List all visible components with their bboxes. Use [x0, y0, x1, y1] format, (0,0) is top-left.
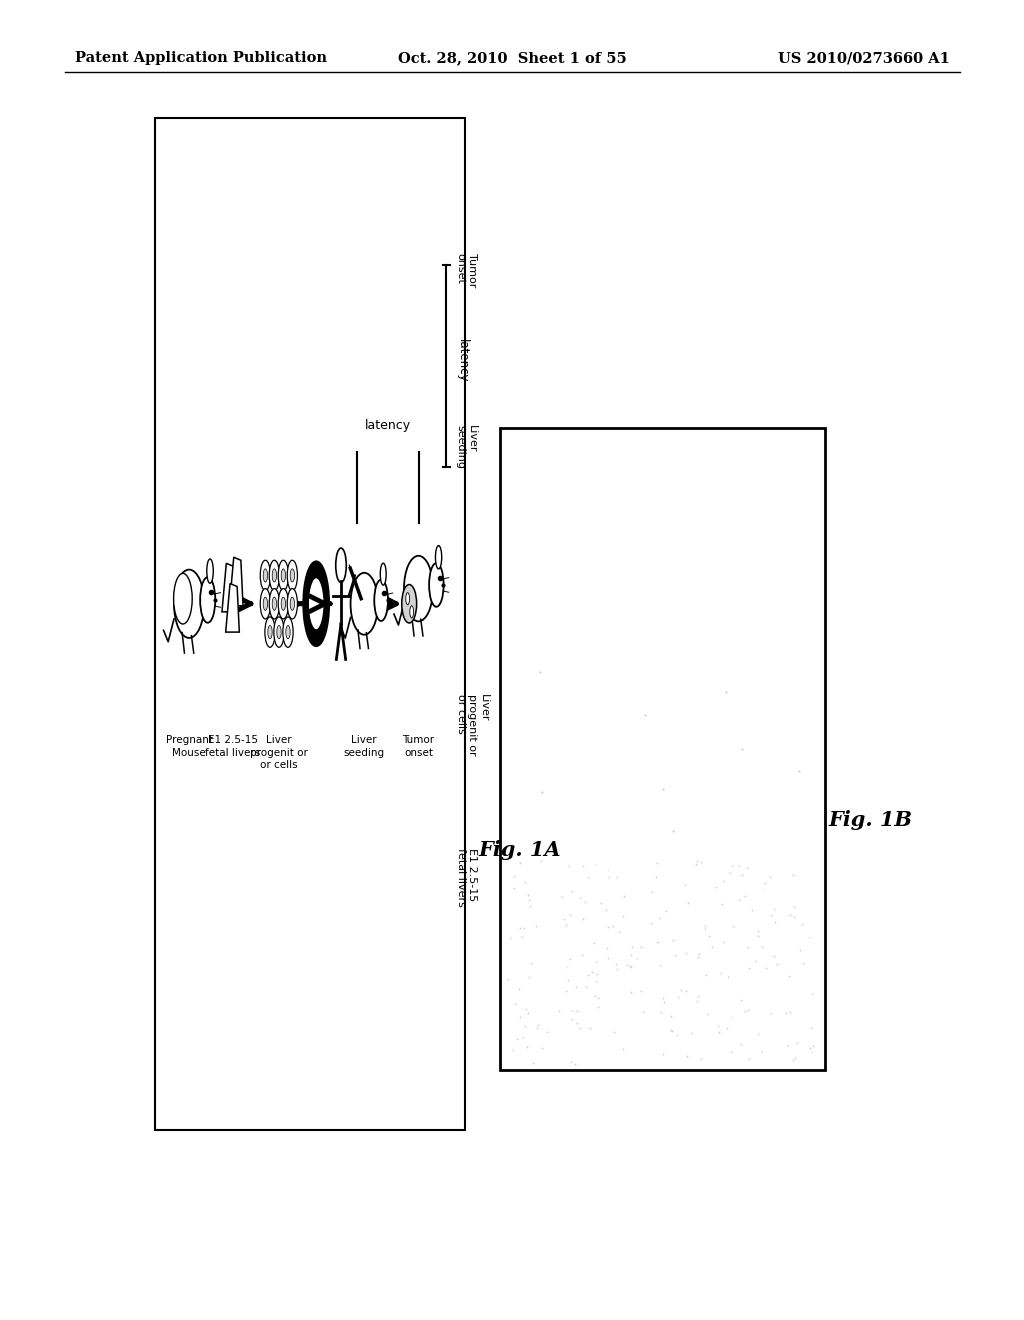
Text: Liver
seeding: Liver seeding [344, 735, 385, 758]
Ellipse shape [283, 616, 293, 647]
Polygon shape [229, 557, 243, 606]
Ellipse shape [276, 626, 282, 639]
Ellipse shape [268, 626, 272, 639]
Text: αGFP: αGFP [513, 818, 566, 837]
Ellipse shape [200, 577, 215, 623]
Ellipse shape [410, 606, 414, 618]
Ellipse shape [260, 589, 270, 619]
Ellipse shape [272, 569, 276, 582]
Ellipse shape [279, 589, 289, 619]
Ellipse shape [273, 616, 284, 647]
Bar [500, 428, 825, 1071]
Text: latency: latency [456, 339, 469, 383]
Ellipse shape [290, 569, 295, 582]
Ellipse shape [406, 593, 410, 605]
Ellipse shape [174, 570, 204, 638]
Ellipse shape [269, 589, 280, 619]
Text: E1 2.5-15
fetal livers: E1 2.5-15 fetal livers [456, 847, 477, 907]
Text: Patent Application Publication: Patent Application Publication [75, 51, 327, 65]
Ellipse shape [640, 972, 685, 985]
Ellipse shape [380, 564, 386, 585]
Polygon shape [225, 583, 240, 632]
Text: US 2010/0273660 A1: US 2010/0273660 A1 [778, 51, 950, 65]
Ellipse shape [401, 585, 417, 623]
Text: Tumor
onset: Tumor onset [402, 735, 434, 758]
Circle shape [336, 548, 346, 582]
Text: latency: latency [365, 418, 411, 432]
Text: E1 2.5-15
fetal livers: E1 2.5-15 fetal livers [205, 735, 260, 758]
Text: Fig. 1B: Fig. 1B [828, 810, 912, 830]
Text: Pregnant
Mouse: Pregnant Mouse [166, 735, 213, 758]
Ellipse shape [350, 573, 378, 635]
Text: DAPI: DAPI [513, 606, 562, 624]
Ellipse shape [279, 560, 289, 590]
Ellipse shape [174, 573, 193, 624]
Ellipse shape [282, 597, 286, 610]
Text: Fig. 1A: Fig. 1A [478, 840, 561, 861]
Text: Liver
progenit or
or cells: Liver progenit or or cells [456, 694, 488, 756]
Ellipse shape [263, 569, 267, 582]
Ellipse shape [286, 626, 290, 639]
Polygon shape [222, 564, 236, 612]
Ellipse shape [628, 968, 697, 989]
Ellipse shape [287, 560, 297, 590]
Text: Oct. 28, 2010  Sheet 1 of 55: Oct. 28, 2010 Sheet 1 of 55 [397, 51, 627, 65]
Ellipse shape [260, 560, 270, 590]
Ellipse shape [269, 560, 280, 590]
Text: Tumor
onset: Tumor onset [456, 252, 477, 286]
Ellipse shape [374, 579, 388, 620]
Bar [155, 117, 465, 1130]
Ellipse shape [287, 589, 297, 619]
Text: Liver
seeding: Liver seeding [456, 425, 477, 469]
Ellipse shape [265, 616, 275, 647]
Ellipse shape [207, 558, 213, 583]
Ellipse shape [404, 556, 433, 622]
Ellipse shape [272, 597, 276, 610]
Ellipse shape [290, 597, 295, 610]
Ellipse shape [263, 597, 267, 610]
Ellipse shape [429, 564, 443, 607]
Text: Liver
progenit or
or cells: Liver progenit or or cells [250, 735, 308, 770]
Ellipse shape [435, 545, 441, 569]
Ellipse shape [282, 569, 286, 582]
